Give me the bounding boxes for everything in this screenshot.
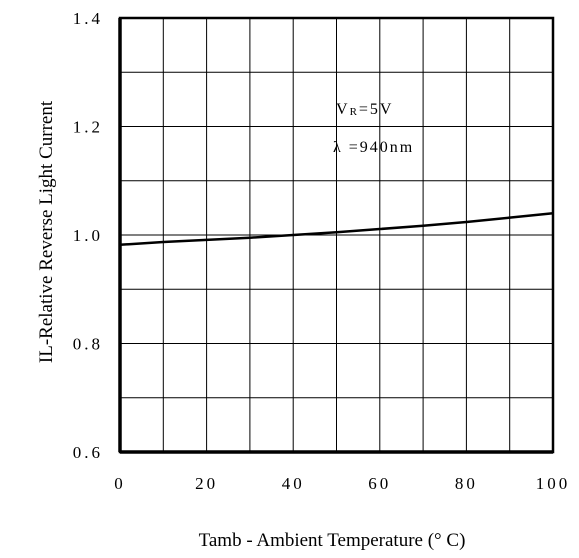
y-tick-label: 1.4 (73, 9, 103, 28)
y-tick-label: 1.0 (73, 226, 103, 245)
x-tick-label: 80 (455, 474, 478, 493)
annotation-vr: VR=5V (336, 101, 393, 118)
y-tick-label: 0.8 (73, 335, 103, 354)
grid-lines (120, 18, 553, 452)
y-tick-labels: 0.6 0.8 1.0 1.2 1.4 (73, 9, 103, 462)
annotation-wavelength: λ =940nm (333, 139, 414, 156)
x-tick-label: 100 (536, 474, 571, 493)
x-tick-label: 60 (368, 474, 391, 493)
x-tick-label: 0 (114, 474, 126, 493)
y-axis-title: IL-Relative Reverse Light Current (36, 100, 57, 363)
x-tick-label: 20 (195, 474, 218, 493)
y-tick-label: 1.2 (73, 118, 103, 137)
x-tick-labels: 0 20 40 60 80 100 (114, 474, 571, 493)
series-line (119, 212, 554, 247)
x-tick-label: 40 (282, 474, 305, 493)
x-axis-title: Tamb - Ambient Temperature (° C) (199, 530, 466, 551)
y-tick-label: 0.6 (73, 443, 103, 462)
axis-lines (118, 18, 553, 454)
